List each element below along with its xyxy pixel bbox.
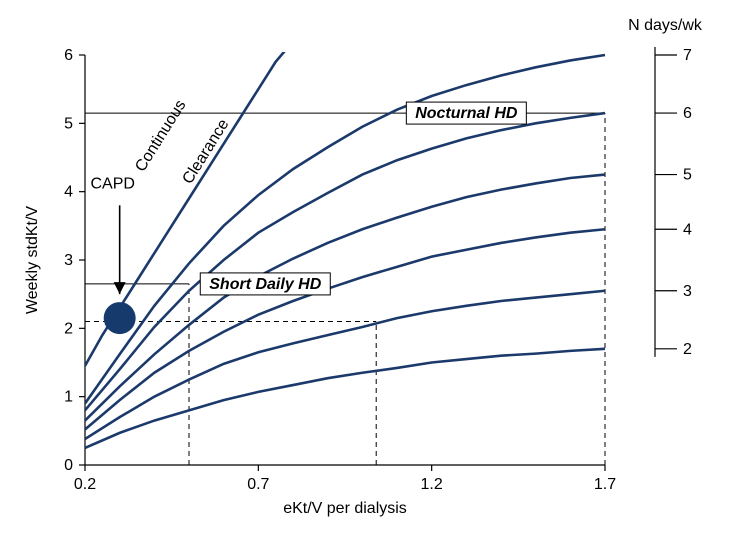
capd-label: CAPD: [91, 175, 135, 192]
chart-bg: [0, 0, 743, 544]
x-tick-label: 0.7: [247, 476, 269, 493]
right-axis-label: 7: [683, 47, 692, 64]
right-axis-label: 4: [683, 221, 692, 238]
capd-marker: [104, 302, 136, 334]
right-axis-title: N days/wk: [628, 17, 703, 34]
y-tick-label: 4: [64, 184, 73, 201]
x-tick-label: 1.2: [421, 476, 443, 493]
y-tick-label: 0: [64, 457, 73, 474]
y-tick-label: 5: [64, 115, 73, 132]
nocturnal-hd-label: Nocturnal HD: [415, 105, 518, 122]
y-tick-label: 2: [64, 320, 73, 337]
right-axis-label: 3: [683, 283, 692, 300]
y-axis-title: Weekly stdKt/V: [24, 206, 41, 315]
x-tick-label: 1.7: [594, 476, 616, 493]
right-axis-label: 2: [683, 341, 692, 358]
right-axis-label: 5: [683, 167, 692, 184]
stdktv-chart: 0 1 2 3 4 5 6 0.2 0.7 1.2 1.7 2 3 4 5 6 7 N days/wk Noctur…: [0, 0, 743, 544]
x-axis-title: eKt/V per dialysis: [283, 500, 407, 517]
short-daily-hd-label: Short Daily HD: [209, 276, 321, 293]
y-tick-label: 1: [64, 389, 73, 406]
x-tick-label: 0.2: [74, 476, 96, 493]
y-tick-label: 3: [64, 252, 73, 269]
right-axis-label: 6: [683, 105, 692, 122]
y-tick-label: 6: [64, 47, 73, 64]
